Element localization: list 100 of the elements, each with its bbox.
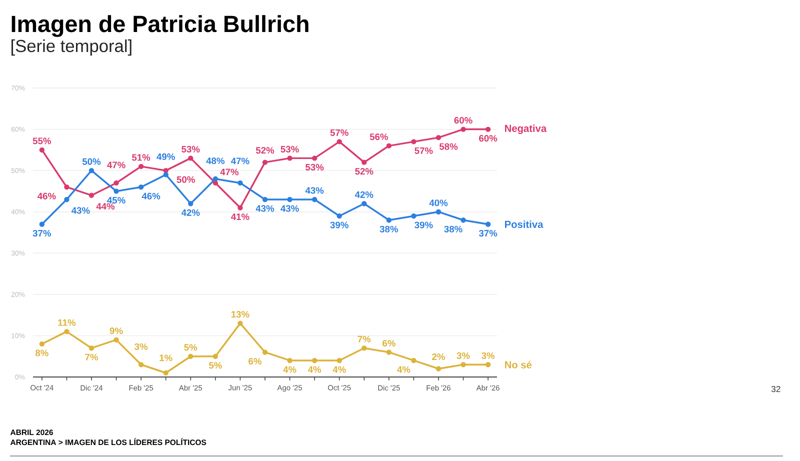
point [262,160,268,165]
point [138,164,144,170]
data-label: 47% [231,158,250,164]
data-label: 6% [382,340,396,347]
data-label: 58% [439,143,458,150]
point [188,201,194,206]
point [163,172,168,178]
point [262,350,268,355]
point [485,222,491,227]
data-label: 43% [72,207,90,214]
point [336,139,342,144]
data-label: 56% [370,134,388,140]
data-label: 46% [142,192,160,200]
point [312,156,318,161]
data-label: 57% [414,147,433,154]
data-label: 43% [256,205,274,212]
data-label: 52% [355,168,374,175]
point [411,358,416,364]
data-label: 7% [358,336,371,342]
data-label: 4% [397,366,410,373]
data-label: 38% [444,226,462,232]
data-label: 5% [184,344,198,351]
data-label: 3% [482,352,495,359]
data-label: 41% [231,213,250,220]
point [39,341,45,347]
point [312,358,318,364]
point [212,354,218,359]
data-label: 44% [96,203,115,210]
data-label: 53% [182,146,200,153]
point [460,362,466,368]
point [386,350,392,355]
point [238,205,243,210]
series-label: No sé [505,360,532,368]
point [88,168,94,174]
point [485,362,491,368]
point [460,218,466,223]
data-label: 42% [354,191,374,198]
point [411,139,416,144]
data-label: 5% [208,362,222,369]
point [64,184,70,190]
point [336,358,342,364]
series-label: Positiva [505,220,544,228]
point [64,196,70,202]
point [238,180,243,186]
data-label: 6% [248,358,262,365]
data-label: 48% [206,158,225,164]
point [386,143,392,148]
data-label: 8% [35,350,48,356]
data-label: 47% [107,162,126,168]
point [163,370,168,376]
data-label: 4% [283,366,296,373]
data-label: 57% [330,129,348,136]
data-label: 43% [305,187,324,194]
data-label: 4% [308,366,322,373]
data-label: 4% [332,366,346,373]
point [114,180,119,186]
data-label: 40% [429,200,448,206]
point [88,345,94,351]
point [436,134,442,140]
data-label: 53% [306,164,324,171]
data-label: 47% [220,168,239,176]
point [64,328,70,334]
point [287,358,292,364]
data-label: 37% [478,230,498,237]
data-label: 3% [456,352,470,359]
data-label: 7% [85,354,98,360]
data-label: 51% [132,154,150,161]
data-label: 38% [380,226,398,232]
point [386,218,392,223]
point [138,184,144,190]
data-label: 13% [231,311,250,318]
point [362,160,367,165]
point [188,156,194,161]
point [362,345,367,351]
point [362,201,367,206]
data-label: 60% [479,135,498,142]
point [411,213,416,219]
point [436,209,442,214]
data-label: 49% [156,153,175,160]
data-label: 9% [110,328,123,334]
point [114,188,119,194]
point [312,196,318,202]
data-label: 60% [454,117,472,124]
data-label: 3% [134,343,148,350]
point [114,337,119,342]
point [163,168,168,174]
point [460,126,466,132]
point [436,366,442,372]
point [287,196,292,202]
data-label: 45% [107,196,126,204]
data-label: 50% [82,158,101,165]
point [88,192,94,198]
data-label: 53% [280,146,299,153]
data-label: 46% [38,192,56,200]
point [336,213,342,219]
data-label: 43% [280,205,299,212]
data-label: 39% [330,222,348,228]
point [287,156,292,161]
data-label: 11% [58,319,76,326]
point [262,196,268,202]
